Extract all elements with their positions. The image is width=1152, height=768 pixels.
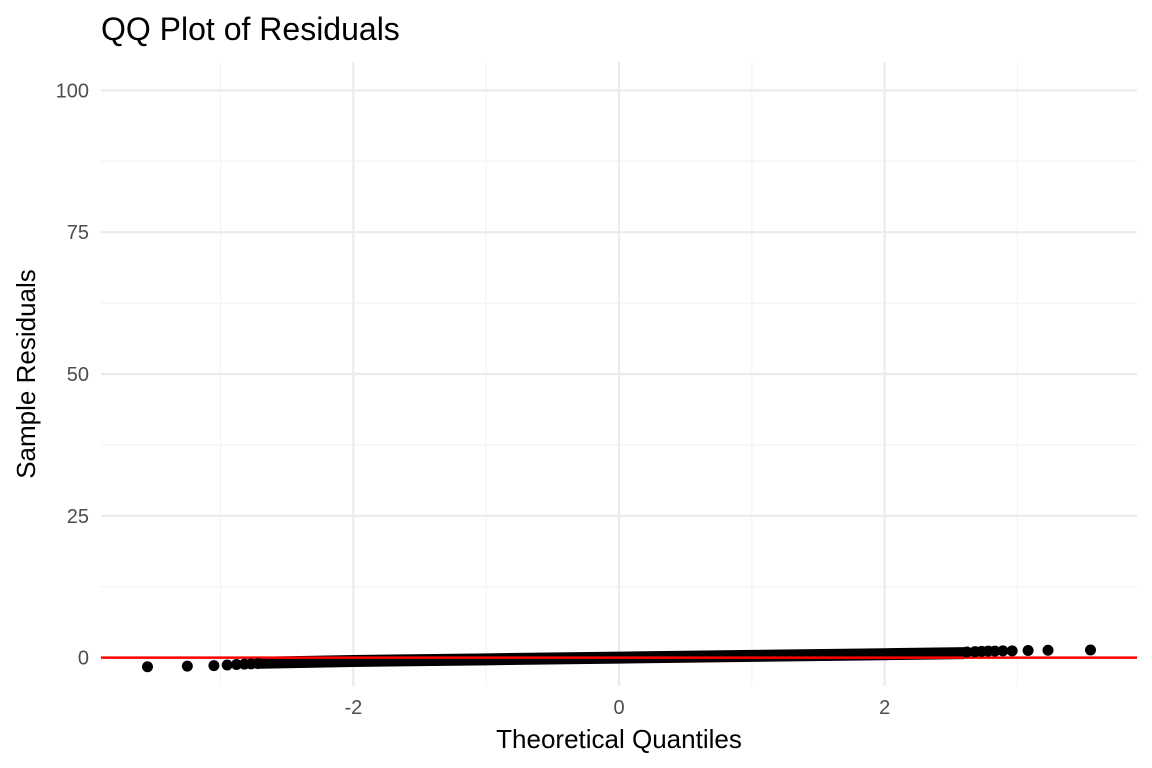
y-axis-title: Sample Residuals	[11, 269, 41, 479]
data-point	[230, 658, 242, 670]
chart-title: QQ Plot of Residuals	[101, 11, 400, 47]
y-tick-label: 75	[67, 222, 89, 244]
y-tick-label: 25	[67, 506, 89, 528]
x-tick-label: -2	[344, 697, 362, 719]
data-point	[989, 645, 1001, 657]
major-gridlines	[101, 62, 1137, 686]
data-point	[1006, 645, 1018, 657]
data-point	[181, 660, 193, 672]
x-axis-tick-labels: -2 0 2	[344, 697, 890, 719]
y-tick-label: 0	[78, 648, 89, 670]
data-point	[1085, 644, 1097, 656]
data-point	[961, 646, 973, 658]
y-tick-label: 50	[67, 364, 89, 386]
data-point	[252, 658, 264, 670]
data-point	[1042, 644, 1054, 656]
data-point	[221, 659, 233, 671]
data-point	[1022, 645, 1034, 657]
data-point	[208, 660, 220, 672]
data-point	[141, 661, 153, 673]
x-tick-label: 0	[613, 697, 624, 719]
x-axis-title: Theoretical Quantiles	[496, 724, 742, 754]
y-axis-tick-labels: 0 25 50 75 100	[56, 80, 89, 669]
data-point	[997, 645, 1009, 657]
x-tick-label: 2	[879, 697, 890, 719]
y-tick-label: 100	[56, 80, 89, 102]
points-layer	[141, 644, 1097, 673]
